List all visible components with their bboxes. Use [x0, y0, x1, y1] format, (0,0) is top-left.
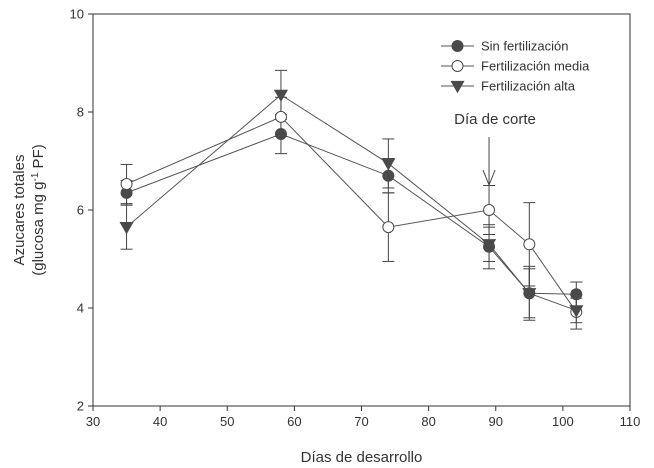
annotation-arrow-head	[482, 169, 496, 187]
error-bars	[120, 69, 583, 330]
data-point-fertilizacion-alta	[381, 158, 396, 171]
data-point-fertilizacion-media	[382, 221, 395, 234]
legend-marker-fertilizacion-alta	[450, 80, 465, 94]
data-point-fertilizacion-media	[274, 110, 287, 123]
series-line-fertilizacion-media	[126, 116, 577, 313]
x-tick-label: 60	[287, 414, 301, 429]
legend-marker-sin-fertilizacion	[451, 40, 464, 52]
legend-label-fertilizacion-alta: Fertilización alta	[481, 79, 576, 94]
data-point-fertilizacion-alta	[481, 239, 497, 252]
legend-label-sin-fertilizacion: Sin fertilización	[481, 39, 568, 54]
data-point-sin-fertilizacion	[382, 169, 395, 182]
legend-label-fertilizacion-media: Fertilización media	[481, 59, 590, 74]
data-point-fertilizacion-alta	[522, 288, 537, 301]
data-point-fertilizacion-media	[120, 178, 133, 191]
y-axis-title-unit: (glucosa mg g-1 PF)	[30, 144, 48, 275]
y-tick-label: 6	[77, 203, 84, 218]
y-tick-label: 10	[70, 7, 84, 22]
legend: Sin fertilización Fertilización media Fert…	[441, 39, 590, 94]
data-point-fertilizacion-media	[523, 238, 536, 251]
legend-marker-fertilizacion-media	[451, 60, 464, 72]
data-point-fertilizacion-alta	[119, 222, 134, 235]
data-point-sin-fertilizacion	[274, 128, 287, 141]
x-axis-title: Días de desarrollo	[301, 449, 423, 466]
data-point-sin-fertilizacion	[570, 288, 583, 301]
x-tick-label: 80	[421, 414, 435, 429]
annotation-label: Día de corte	[454, 111, 536, 128]
y-unit-sup: -1	[30, 172, 41, 181]
data-point-fertilizacion-media	[483, 204, 496, 216]
series-line-fertilizacion-alta	[126, 94, 577, 311]
data-point-fertilizacion-alta	[273, 89, 289, 103]
data-point-fertilizacion-alta	[569, 305, 584, 318]
y-tick-label: 8	[77, 105, 84, 120]
x-tick-label: 70	[354, 414, 368, 429]
x-tick-label: 30	[86, 414, 100, 429]
series-markers	[119, 89, 584, 318]
series-line-sin-fertilizacion	[126, 133, 577, 295]
y-tick-label: 4	[77, 301, 84, 316]
y-tick-label: 2	[77, 399, 84, 414]
x-tick-label: 50	[220, 414, 234, 429]
annotation-layer: Día de corte	[454, 111, 536, 187]
x-tick-label: 100	[552, 414, 574, 429]
x-tick-label: 110	[620, 414, 641, 429]
y-axis-title: Azucares totales	[11, 155, 28, 266]
y-unit-pre: (glucosa mg g	[30, 182, 47, 276]
y-unit-post: PF)	[30, 144, 47, 172]
y-axis-title-group: Azucares totales (glucosa mg g-1 PF)	[11, 144, 47, 275]
ticks-layer: 30 40 50 60 70 80 90 100 110 2 4 6 8 10	[70, 7, 641, 430]
x-tick-label: 90	[489, 414, 503, 429]
series-lines	[126, 94, 577, 313]
x-tick-label: 40	[153, 414, 167, 429]
